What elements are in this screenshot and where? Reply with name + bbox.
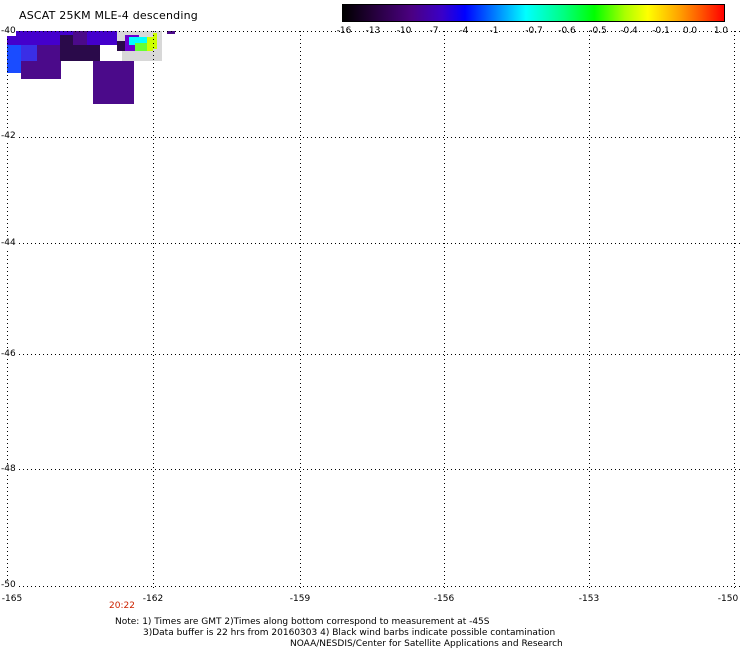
colorbar-label: 1.0 <box>713 26 729 36</box>
pass-time-label: 20:22 <box>109 601 135 611</box>
latitude-label: -50 <box>1 580 16 590</box>
data-cell <box>21 45 37 65</box>
data-cell <box>153 33 157 49</box>
longitude-label: -165 <box>1 594 23 604</box>
data-cell <box>117 41 125 51</box>
map-grid <box>7 31 740 591</box>
colorbar-label: -0.4 <box>620 26 638 36</box>
data-cell <box>129 37 147 45</box>
latitude-label: -44 <box>1 238 16 248</box>
data-cell <box>100 45 122 61</box>
credit-line: NOAA/NESDIS/Center for Satellite Applica… <box>290 639 563 649</box>
data-cell <box>60 35 73 45</box>
data-cell <box>7 45 21 73</box>
colorbar <box>342 4 725 22</box>
colorbar-label: -0.1 <box>652 26 670 36</box>
note-line-2: 3)Data buffer is 22 hrs from 20160303 4)… <box>143 628 556 638</box>
longitude-label: -162 <box>142 594 164 604</box>
latitude-label: -42 <box>1 131 16 141</box>
data-cell <box>147 37 153 51</box>
data-cells <box>7 31 175 104</box>
colorbar-label: -0.5 <box>589 26 607 36</box>
data-cell <box>87 31 117 45</box>
data-cell <box>167 31 175 34</box>
longitude-label: -153 <box>578 594 600 604</box>
map-plot <box>7 31 740 591</box>
colorbar-label: 0.0 <box>682 26 698 36</box>
colorbar-label: -0.7 <box>525 26 543 36</box>
colorbar-label: -7 <box>429 26 439 36</box>
data-cell <box>73 31 87 45</box>
map-title: ASCAT 25KM MLE-4 descending <box>19 9 198 22</box>
colorbar-label: -13 <box>365 26 381 36</box>
note-line-1: Note: 1) Times are GMT 2)Times along bot… <box>115 617 490 627</box>
latitude-label: -48 <box>1 464 16 474</box>
longitude-label: -150 <box>717 594 739 604</box>
latitude-label: -40 <box>1 26 16 36</box>
data-cell <box>21 61 61 79</box>
data-cell <box>60 45 100 61</box>
longitude-label: -159 <box>289 594 311 604</box>
data-cell <box>135 43 149 51</box>
longitude-label: -156 <box>433 594 455 604</box>
colorbar-label: -1 <box>489 26 499 36</box>
data-cell <box>93 61 134 104</box>
latitude-label: -46 <box>1 349 16 359</box>
